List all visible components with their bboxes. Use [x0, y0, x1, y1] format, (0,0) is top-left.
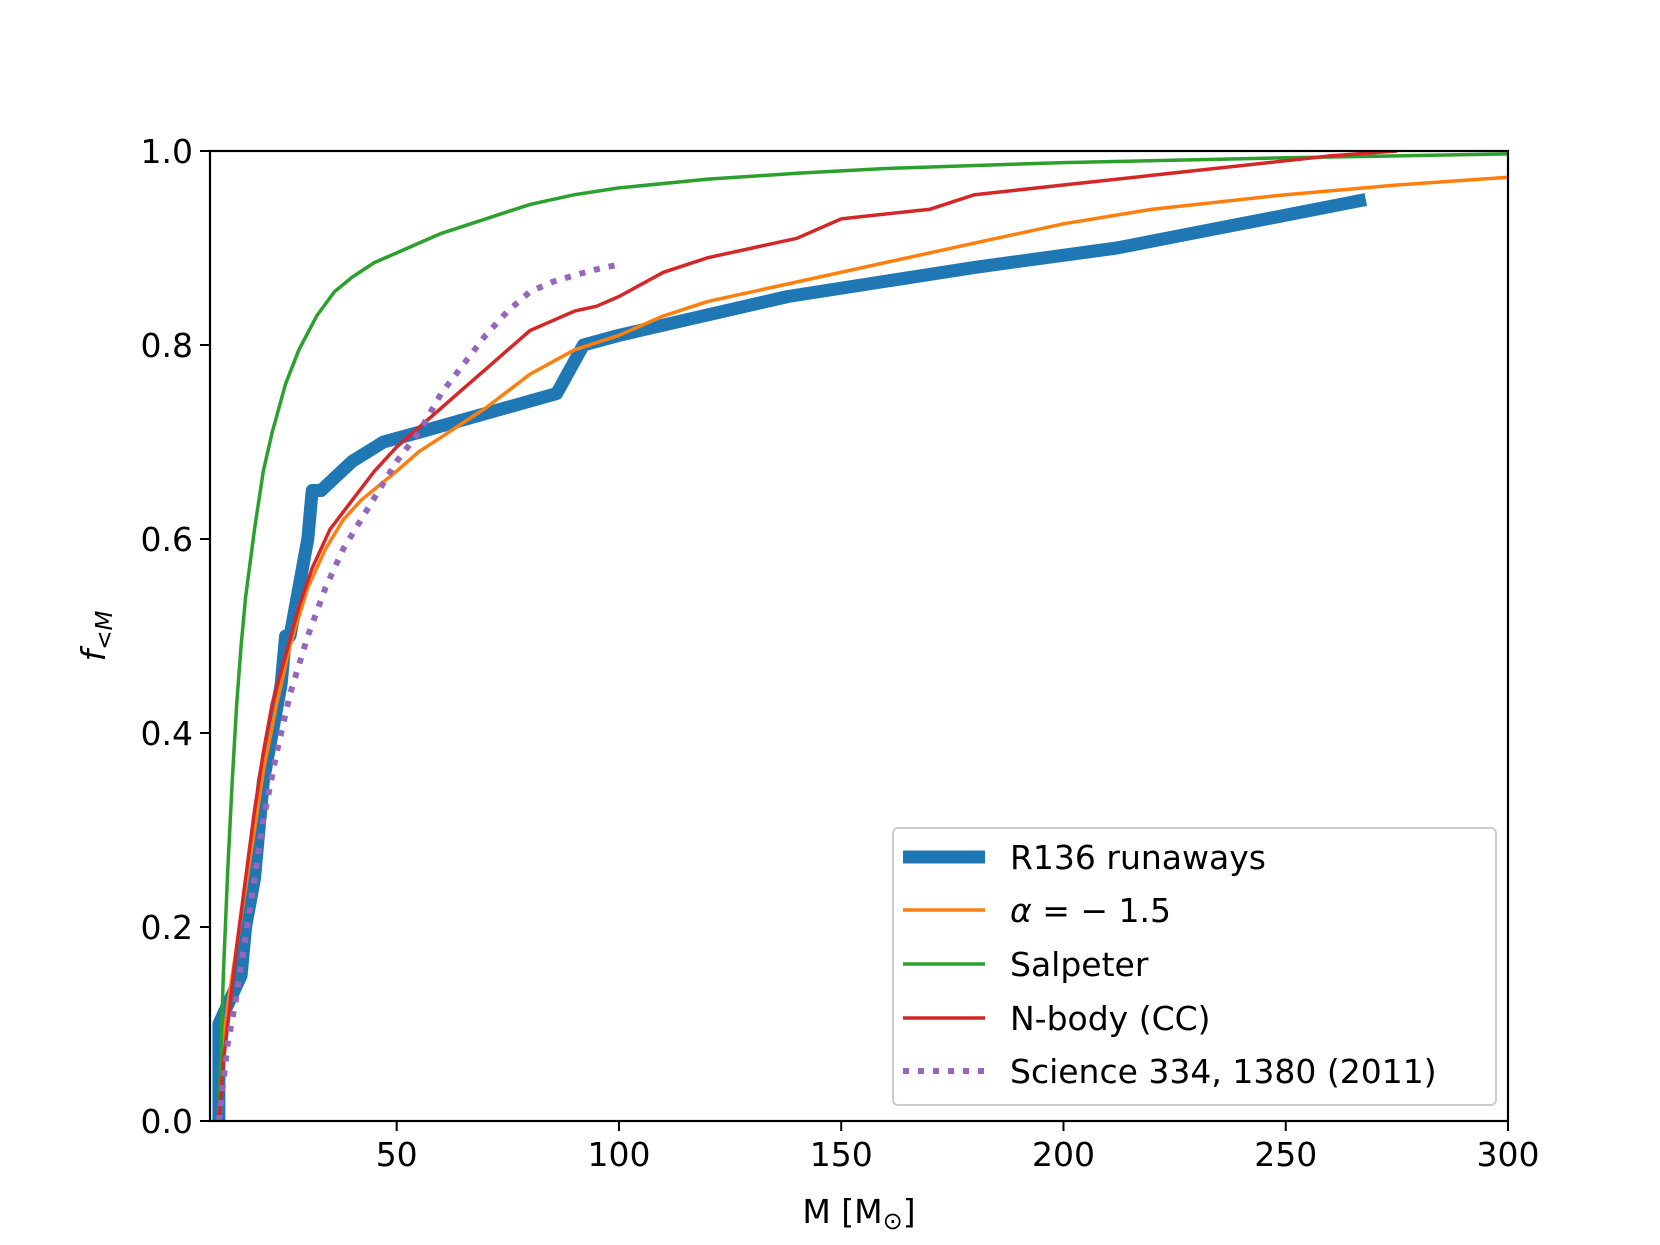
x-tick-label: 300	[1477, 1135, 1540, 1174]
series-line-salpeter	[217, 152, 1509, 1122]
y-tick-label: 0.0	[141, 1102, 193, 1141]
x-axis-title-sub: ⊙	[883, 1207, 903, 1235]
x-tick-label: 150	[810, 1135, 873, 1174]
legend-frame	[892, 827, 1497, 1106]
legend-label-r136: R136 runaways	[1010, 838, 1266, 877]
plot-frame	[208, 149, 1510, 1123]
x-tick-label: 200	[1032, 1135, 1095, 1174]
x-axis-title-main: M [M	[802, 1192, 882, 1231]
legend-label-alpha-rest: = − 1.5	[1032, 891, 1171, 930]
legend: R136 runaways α = − 1.5 Salpeter N-body …	[892, 827, 1497, 1106]
y-axis-title: f<M	[74, 610, 118, 661]
x-axis: 50 100 150 200 250 300	[376, 1121, 1540, 1174]
legend-label-alpha-symbol: α	[1010, 891, 1032, 930]
x-tick-label: 250	[1254, 1135, 1317, 1174]
series-layer	[212, 150, 1509, 1122]
y-tick-label: 0.4	[141, 714, 193, 753]
x-axis-title: M [M⊙]	[802, 1192, 915, 1235]
x-axis-title-end: ]	[903, 1192, 916, 1231]
y-tick-label: 0.2	[141, 908, 193, 947]
x-tick-label: 100	[587, 1135, 650, 1174]
y-tick-label: 0.6	[141, 520, 193, 559]
legend-label-salpeter: Salpeter	[1010, 945, 1149, 984]
legend-label-nbody: N-body (CC)	[1010, 999, 1211, 1038]
y-axis-title-sub: <M	[92, 610, 118, 649]
series-line-alpha-1-5	[217, 175, 1509, 1122]
series-line-n-body-cc	[217, 150, 1398, 1122]
y-tick-label: 0.8	[141, 326, 193, 365]
y-axis: 0.0 0.2 0.4 0.6 0.8 1.0	[141, 132, 210, 1141]
series-line-r136-runaways	[212, 193, 1368, 1121]
legend-label-science: Science 334, 1380 (2011)	[1010, 1052, 1437, 1091]
y-tick-label: 1.0	[141, 132, 193, 171]
x-tick-label: 50	[376, 1135, 418, 1174]
legend-label-alpha: α = − 1.5	[1010, 891, 1171, 930]
